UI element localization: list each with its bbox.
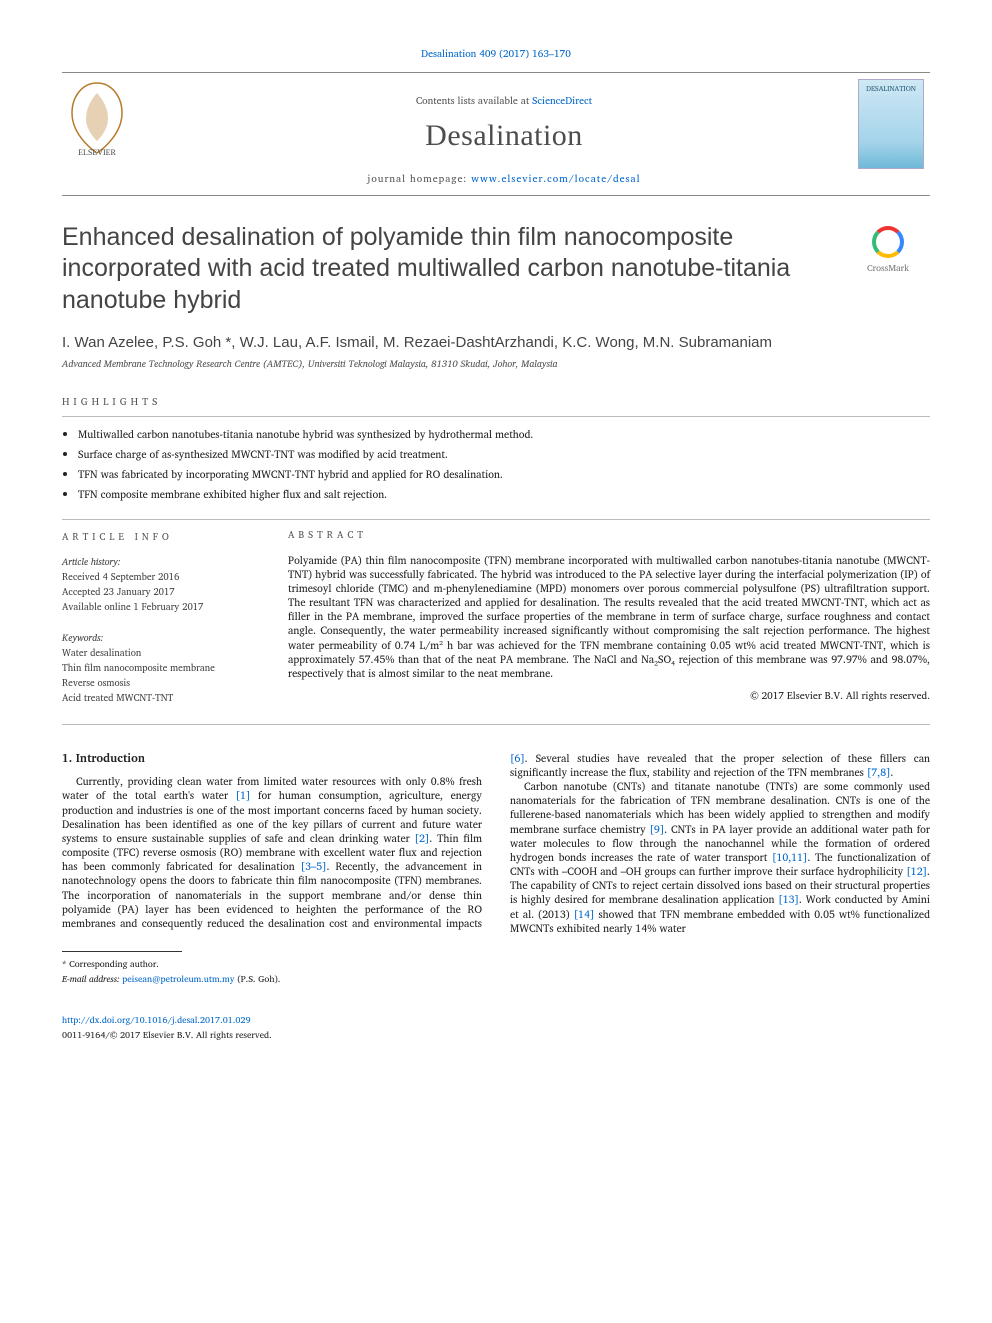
abstract-label: ABSTRACT <box>288 530 930 543</box>
journal-reference-link[interactable]: Desalination 409 (2017) 163–170 <box>421 46 571 62</box>
keyword: Thin film nanocomposite membrane <box>62 661 272 676</box>
keywords-label: Keywords: <box>62 631 272 646</box>
crossmark-badge[interactable]: CrossMark <box>846 226 930 275</box>
abstract-text: Polyamide (PA) thin film nanocomposite (… <box>288 553 930 681</box>
highlight-item: TFN was fabricated by incorporating MWCN… <box>78 465 930 483</box>
corresponding-email-link[interactable]: peisean@petroleum.utm.my <box>122 971 234 986</box>
received-date: Received 4 September 2016 <box>62 570 272 585</box>
sciencedirect-link[interactable]: ScienceDirect <box>532 93 592 109</box>
authors: I. Wan Azelee, P.S. Goh *, W.J. Lau, A.F… <box>62 334 930 351</box>
intro-paragraph: Carbon nanotube (CNTs) and titanate nano… <box>510 779 930 935</box>
contents-line: Contents lists available at ScienceDirec… <box>150 93 858 109</box>
journal-header: ELSEVIER Contents lists available at Sci… <box>62 72 930 196</box>
keyword: Reverse osmosis <box>62 676 272 691</box>
corresponding-author-footnote: * Corresponding author. E-mail address: … <box>62 956 930 986</box>
body-columns: 1. Introduction Currently, providing cle… <box>62 751 930 935</box>
elsevier-logo: ELSEVIER <box>62 79 150 165</box>
journal-homepage-link[interactable]: www.elsevier.com/locate/desal <box>471 171 640 187</box>
highlight-item: Surface charge of as-synthesized MWCNT-T… <box>78 445 930 463</box>
journal-cover-thumb: DESALINATION <box>858 79 924 169</box>
accepted-date: Accepted 23 January 2017 <box>62 585 272 600</box>
journal-homepage: journal homepage: www.elsevier.com/locat… <box>150 171 858 187</box>
history-label: Article history: <box>62 555 272 570</box>
online-date: Available online 1 February 2017 <box>62 600 272 615</box>
crossmark-label: CrossMark <box>867 260 909 275</box>
highlight-item: Multiwalled carbon nanotubes-titania nan… <box>78 425 930 443</box>
keyword: Acid treated MWCNT-TNT <box>62 691 272 706</box>
journal-reference: Desalination 409 (2017) 163–170 <box>62 46 930 62</box>
affiliation: Advanced Membrane Technology Research Ce… <box>62 357 930 372</box>
footnote-rule <box>62 951 182 952</box>
article-info-label: ARTICLE INFO <box>62 530 272 545</box>
highlight-item: TFN composite membrane exhibited higher … <box>78 485 930 503</box>
abstract-copyright: © 2017 Elsevier B.V. All rights reserved… <box>288 690 930 704</box>
svg-text:ELSEVIER: ELSEVIER <box>78 148 116 157</box>
crossmark-icon <box>872 226 904 258</box>
doi-link[interactable]: http://dx.doi.org/10.1016/j.desal.2017.0… <box>62 1012 251 1027</box>
intro-heading: 1. Introduction <box>62 751 482 767</box>
email-label: E-mail address: <box>62 971 122 986</box>
keyword: Water desalination <box>62 646 272 661</box>
footer-copyright: 0011-9164/© 2017 Elsevier B.V. All right… <box>62 1027 930 1042</box>
paper-title: Enhanced desalination of polyamide thin … <box>62 222 832 316</box>
highlights-list: Multiwalled carbon nanotubes-titania nan… <box>78 425 930 503</box>
page-footer: http://dx.doi.org/10.1016/j.desal.2017.0… <box>62 1012 930 1042</box>
journal-name: Desalination <box>150 119 858 153</box>
highlights-label: HIGHLIGHTS <box>62 394 930 417</box>
